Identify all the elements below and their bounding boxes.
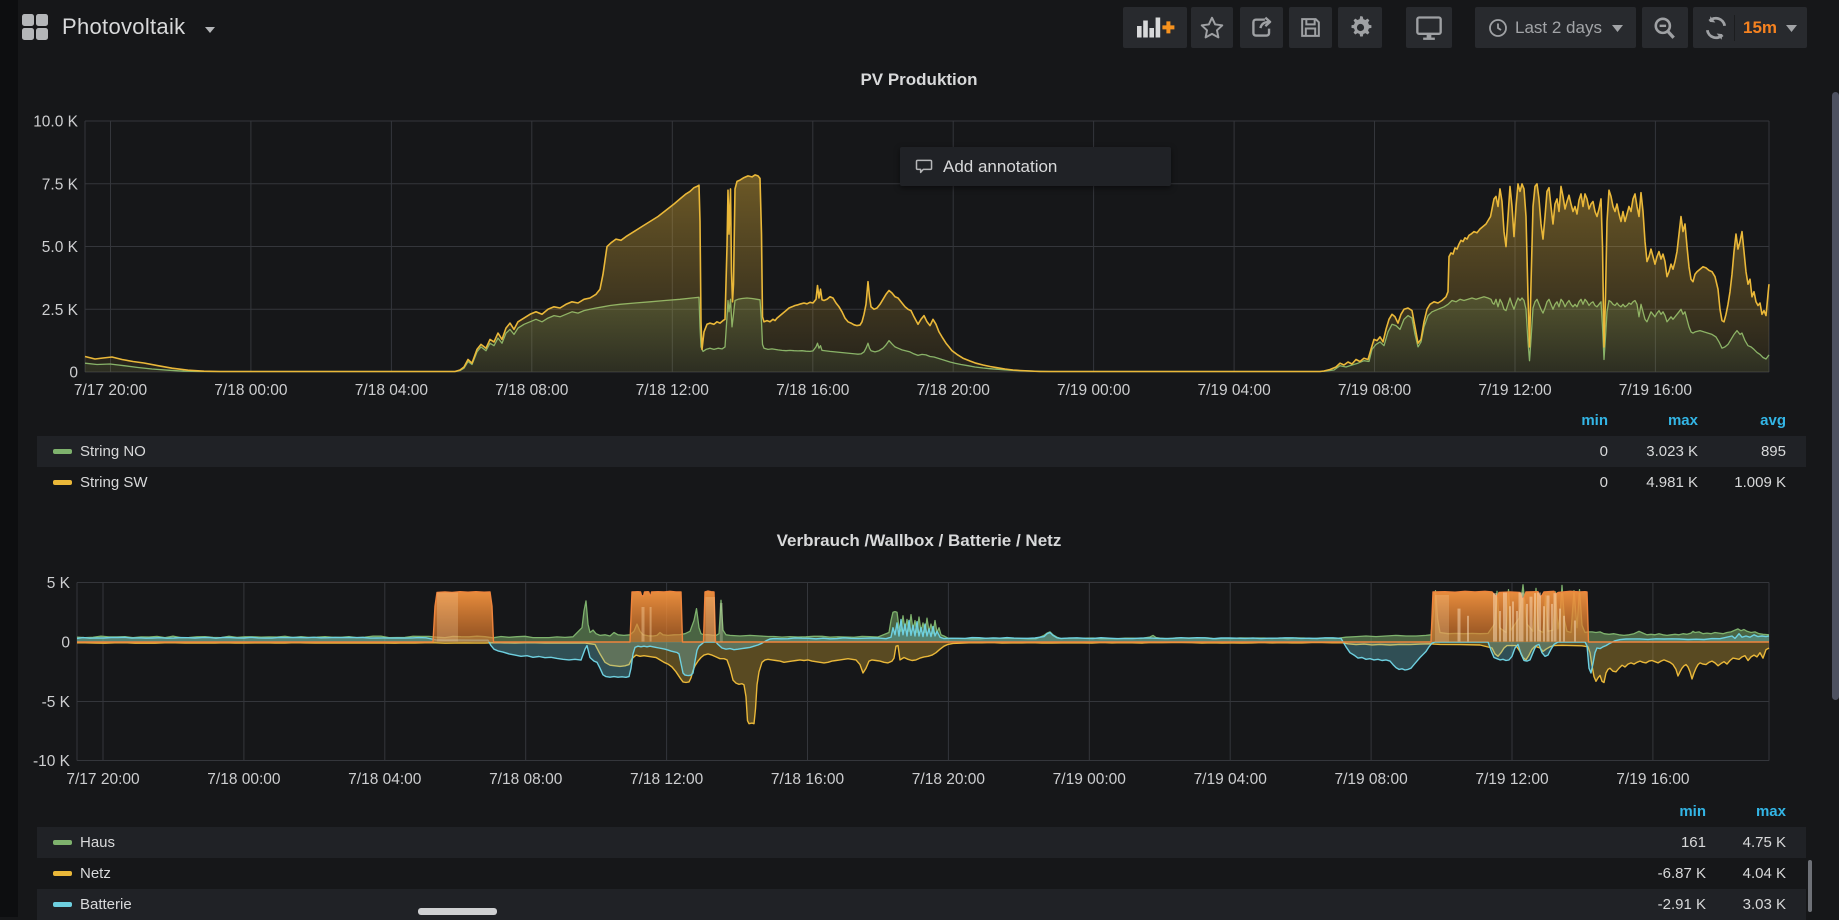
svg-text:Verbrauch /Wallbox / Batterie: Verbrauch /Wallbox / Batterie / Netz bbox=[777, 531, 1062, 550]
svg-text:7/19 16:00: 7/19 16:00 bbox=[1616, 771, 1690, 788]
svg-text:7/18 12:00: 7/18 12:00 bbox=[636, 382, 710, 399]
svg-text:7/18 00:00: 7/18 00:00 bbox=[207, 771, 281, 788]
svg-text:7/18 00:00: 7/18 00:00 bbox=[214, 382, 288, 399]
svg-text:7/18 08:00: 7/18 08:00 bbox=[489, 771, 563, 788]
svg-text:PV Produktion: PV Produktion bbox=[860, 70, 977, 89]
svg-text:7/17 20:00: 7/17 20:00 bbox=[74, 382, 148, 399]
svg-text:-10 K: -10 K bbox=[33, 753, 71, 770]
svg-text:7/19 08:00: 7/19 08:00 bbox=[1334, 771, 1408, 788]
svg-text:7/18 16:00: 7/18 16:00 bbox=[771, 771, 845, 788]
svg-text:7/19 12:00: 7/19 12:00 bbox=[1475, 771, 1549, 788]
svg-text:7/18 20:00: 7/18 20:00 bbox=[912, 771, 986, 788]
svg-text:0: 0 bbox=[69, 365, 78, 382]
svg-text:7/18 16:00: 7/18 16:00 bbox=[776, 382, 850, 399]
svg-text:7/19 08:00: 7/19 08:00 bbox=[1338, 382, 1412, 399]
svg-text:7/19 04:00: 7/19 04:00 bbox=[1197, 382, 1271, 399]
svg-text:7/19 04:00: 7/19 04:00 bbox=[1194, 771, 1268, 788]
svg-text:7/17 20:00: 7/17 20:00 bbox=[66, 771, 140, 788]
svg-text:5.0 K: 5.0 K bbox=[42, 239, 79, 256]
svg-text:7/19 16:00: 7/19 16:00 bbox=[1619, 382, 1693, 399]
svg-text:7/18 04:00: 7/18 04:00 bbox=[355, 382, 429, 399]
svg-text:7/19 12:00: 7/19 12:00 bbox=[1478, 382, 1552, 399]
svg-text:0: 0 bbox=[61, 635, 70, 652]
svg-text:-5 K: -5 K bbox=[42, 694, 71, 711]
svg-text:5 K: 5 K bbox=[47, 575, 71, 592]
svg-text:7/18 20:00: 7/18 20:00 bbox=[917, 382, 991, 399]
svg-text:7.5 K: 7.5 K bbox=[42, 176, 79, 193]
svg-text:7/18 08:00: 7/18 08:00 bbox=[495, 382, 569, 399]
svg-text:7/19 00:00: 7/19 00:00 bbox=[1053, 771, 1127, 788]
svg-text:7/19 00:00: 7/19 00:00 bbox=[1057, 382, 1131, 399]
svg-text:7/18 04:00: 7/18 04:00 bbox=[348, 771, 422, 788]
svg-text:2.5 K: 2.5 K bbox=[42, 302, 79, 319]
svg-text:7/18 12:00: 7/18 12:00 bbox=[630, 771, 704, 788]
svg-text:10.0 K: 10.0 K bbox=[33, 114, 78, 131]
